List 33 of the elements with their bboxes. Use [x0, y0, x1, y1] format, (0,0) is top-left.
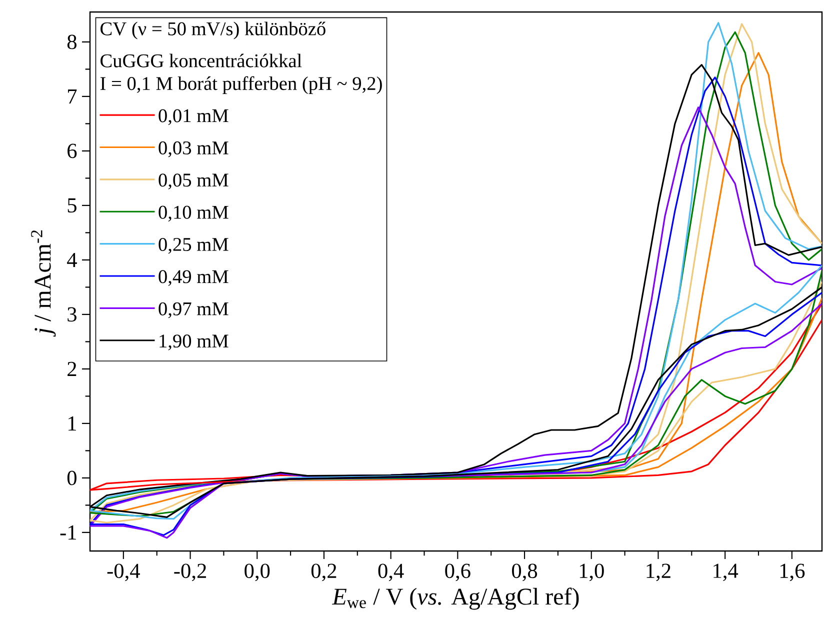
x-tick-label: 1,2 [646, 564, 670, 582]
x-tick-label: 0,4 [378, 564, 404, 582]
legend-title: CV (ν = 50 mV/s) különböző CuGGG koncentrációkkal [100, 22, 326, 68]
annotation: I = 0,1 M borát pufferben (pH ~ 9,2) [100, 76, 382, 94]
x-tick-label: 0,0 [244, 564, 270, 582]
legend-label: 0,25 mM [158, 238, 228, 254]
legend-label: 0,03 mM [158, 141, 228, 158]
x-tick-label: 1,4 [714, 564, 738, 582]
y-tick-label: 1 [68, 416, 76, 430]
y-axis-title: j / mAcm$^{-2}$ [31, 230, 56, 337]
x-tick-label: 1,6 [780, 564, 805, 582]
y-tick-label: 8 [67, 34, 76, 50]
legend-label: 0,05 mM [158, 174, 228, 190]
x-tick-label: 0,8 [512, 564, 538, 582]
x-tick-label: -0,2 [174, 564, 206, 582]
x-axis-title: E$_{we}$ / V (vs. Ag/AgCl ref) [332, 588, 579, 610]
y-tick-label: -1 [60, 525, 76, 540]
legend-label: 0,10 mM [158, 206, 228, 222]
x-tick-label: 1,0 [580, 564, 604, 582]
y-tick-label: 3 [68, 307, 76, 322]
y-tick-label: 7 [68, 89, 77, 104]
x-tick-label: -0,4 [107, 564, 140, 582]
y-tick-label: 2 [68, 362, 76, 376]
y-tick-label: 6 [68, 144, 77, 158]
x-tick-label: 0,2 [311, 564, 336, 582]
legend-label: 0,49 mM [158, 270, 228, 286]
legend-label: 1,90 mM [160, 334, 228, 350]
x-tick-label: 0,6 [445, 564, 470, 582]
y-tick-label: 5 [68, 198, 76, 213]
legend-label: 0,97 mM [158, 302, 228, 318]
y-tick-label: 0 [67, 470, 76, 486]
y-tick-label: 4 [67, 252, 77, 267]
legend-label: 0,01 mM [158, 109, 228, 126]
